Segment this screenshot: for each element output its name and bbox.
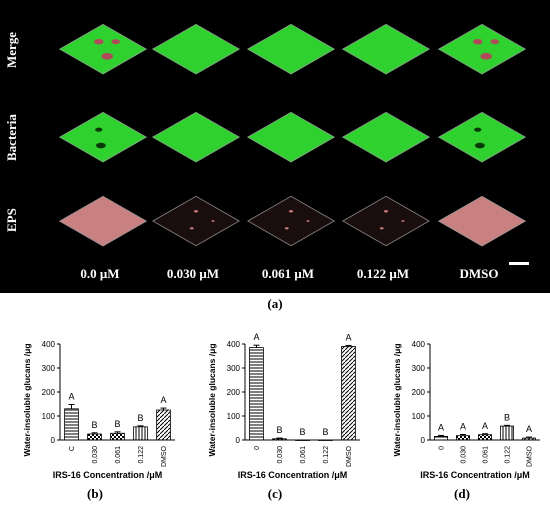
row-label-eps: EPS bbox=[4, 208, 19, 232]
y-tick-label: 0 bbox=[236, 436, 241, 445]
y-tick-label: 300 bbox=[42, 364, 56, 373]
col-label-0: 0.0 μM bbox=[80, 266, 120, 281]
y-tick-label: 400 bbox=[42, 340, 56, 349]
chart-d: 0 100 200 300 400 A 0 A 0.030 A 0.061 B 0.122 A DMSO Wa… bbox=[392, 340, 540, 480]
col-label-1: 0.030 μM bbox=[166, 266, 220, 281]
significance-letter: A bbox=[460, 421, 466, 431]
biofilm-image-merge-4 bbox=[434, 8, 529, 88]
bar bbox=[272, 438, 287, 441]
significance-letter: B bbox=[137, 413, 143, 423]
y-tick-label: 400 bbox=[412, 340, 426, 349]
significance-letter: A bbox=[438, 422, 444, 432]
y-tick-label: 300 bbox=[227, 364, 241, 373]
biofilm-image-bacteria-3 bbox=[338, 96, 433, 176]
y-axis-label: Water-insoluble glucans /μg bbox=[22, 343, 32, 456]
chart-b: 0 100 200 300 400 A C B 0.030 B 0.061 B 0.122 A DMSO Wa… bbox=[22, 340, 175, 480]
col-label-4: DMSO bbox=[459, 266, 499, 281]
x-tick-label: 0 bbox=[439, 446, 446, 450]
y-tick-label: 300 bbox=[412, 364, 426, 373]
y-tick-label: 100 bbox=[42, 412, 56, 421]
bar bbox=[478, 434, 493, 441]
x-axis-label: IRS-16 Concentration /μM bbox=[420, 470, 530, 480]
biofilm-image-bacteria-0 bbox=[55, 96, 150, 176]
x-tick-label: DMSO bbox=[527, 445, 534, 467]
col-label-3: 0.122 μM bbox=[356, 266, 410, 281]
y-tick-label: 0 bbox=[421, 436, 426, 445]
x-tick-label: 0.030 bbox=[461, 446, 468, 464]
row-label-merge: Merge bbox=[4, 31, 19, 69]
biofilm-image-eps-1 bbox=[148, 180, 243, 260]
x-tick-label: 0 bbox=[254, 446, 261, 450]
significance-letter: A bbox=[345, 332, 351, 342]
row-label-bacteria: Bacteria bbox=[4, 114, 19, 162]
biofilm-image-bacteria-2 bbox=[243, 96, 338, 176]
y-tick-label: 200 bbox=[227, 388, 241, 397]
x-tick-label: 0.061 bbox=[300, 446, 307, 464]
biofilm-image-merge-0 bbox=[55, 8, 150, 88]
significance-letter: B bbox=[322, 427, 328, 437]
biofilm-image-merge-2 bbox=[243, 8, 338, 88]
chart-c: 0 100 200 300 400 A 0 B 0.030 B 0.061 B 0.122 A DMSO Wa… bbox=[207, 332, 360, 480]
x-tick-label: 0.122 bbox=[505, 446, 512, 464]
significance-letter: B bbox=[504, 412, 510, 422]
y-axis-label: Water-insoluble glucans /μg bbox=[392, 343, 402, 456]
significance-letter: B bbox=[114, 419, 120, 429]
x-tick-label: 0.061 bbox=[483, 446, 490, 464]
significance-letter: B bbox=[299, 427, 305, 437]
y-tick-label: 0 bbox=[51, 436, 56, 445]
bar bbox=[295, 439, 310, 441]
y-tick-label: 100 bbox=[412, 412, 426, 421]
significance-letter: B bbox=[276, 425, 282, 435]
significance-letter: A bbox=[160, 395, 166, 405]
y-tick-label: 200 bbox=[42, 388, 56, 397]
bar bbox=[341, 345, 356, 441]
y-tick-label: 200 bbox=[412, 388, 426, 397]
bar bbox=[156, 409, 171, 441]
biofilm-image-eps-3 bbox=[338, 180, 433, 260]
x-axis-label: IRS-16 Concentration /μM bbox=[53, 470, 163, 480]
biofilm-image-bacteria-4 bbox=[434, 96, 529, 176]
bar bbox=[64, 408, 79, 441]
col-label-2: 0.061 μM bbox=[261, 266, 315, 281]
caption-b: (b) bbox=[87, 486, 103, 501]
biofilm-image-eps-4 bbox=[434, 180, 529, 260]
bar bbox=[499, 425, 514, 441]
confocal-image-panel: Merge Bacteria EPS 0.0 μM 0.030 μM 0.061… bbox=[0, 0, 550, 293]
significance-letter: A bbox=[482, 421, 488, 431]
bar bbox=[318, 439, 333, 441]
x-axis-label: IRS-16 Concentration /μM bbox=[238, 470, 348, 480]
x-tick-label: DMSO bbox=[161, 445, 168, 467]
bar bbox=[87, 433, 102, 441]
significance-letter: B bbox=[91, 420, 97, 430]
caption-d: (d) bbox=[454, 486, 470, 501]
biofilm-image-merge-3 bbox=[338, 8, 433, 88]
significance-letter: A bbox=[68, 391, 74, 401]
x-tick-label: 0.030 bbox=[277, 446, 284, 464]
y-tick-label: 100 bbox=[227, 412, 241, 421]
caption-a: (a) bbox=[267, 296, 283, 311]
bar bbox=[434, 436, 449, 441]
x-tick-label: 0.030 bbox=[92, 446, 99, 464]
x-tick-label: 0.061 bbox=[115, 446, 122, 464]
biofilm-image-eps-0 bbox=[55, 180, 150, 260]
x-tick-label: 0.122 bbox=[138, 446, 145, 464]
bar bbox=[456, 435, 471, 441]
scale-bar bbox=[509, 262, 529, 265]
significance-letter: A bbox=[253, 332, 259, 342]
x-tick-label: DMSO bbox=[346, 445, 353, 467]
x-tick-label: 0.122 bbox=[323, 446, 330, 464]
biofilm-image-bacteria-1 bbox=[148, 96, 243, 176]
biofilm-image-eps-2 bbox=[243, 180, 338, 260]
bar bbox=[133, 426, 148, 441]
caption-c: (c) bbox=[267, 486, 283, 501]
x-tick-label: C bbox=[69, 446, 76, 451]
biofilm-image-merge-1 bbox=[148, 8, 243, 88]
significance-letter: A bbox=[526, 424, 532, 434]
bar bbox=[249, 347, 264, 441]
bar bbox=[110, 432, 125, 441]
y-tick-label: 400 bbox=[227, 340, 241, 349]
bar bbox=[521, 437, 536, 441]
y-axis-label: Water-insoluble glucans /μg bbox=[207, 343, 217, 456]
